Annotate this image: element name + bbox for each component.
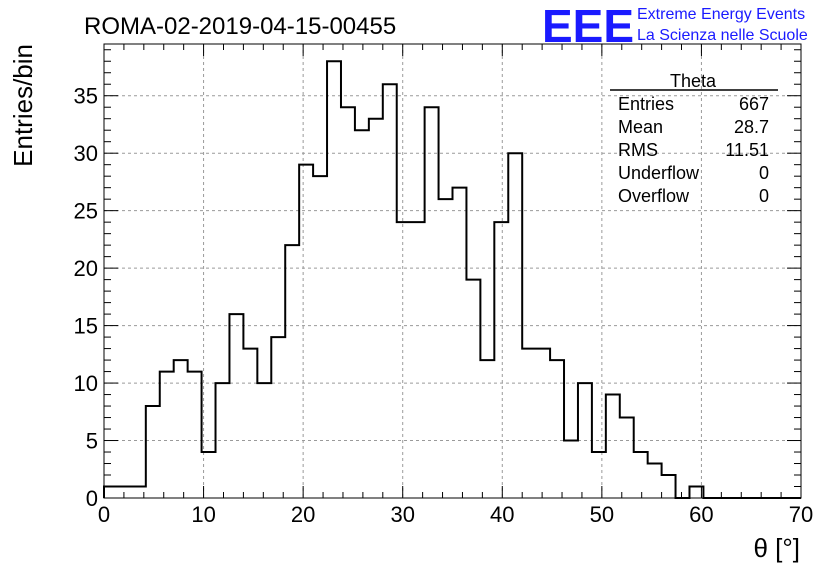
histogram-step-line <box>103 60 801 499</box>
axis-ticks <box>103 44 802 499</box>
stats-label: RMS <box>618 140 658 160</box>
logo-mark: EEE <box>542 0 634 52</box>
stats-label: Mean <box>618 117 663 137</box>
stats-value: 11.51 <box>725 140 769 160</box>
x-tick-label: 20 <box>291 502 315 527</box>
x-tick-label: 50 <box>590 502 614 527</box>
stats-value: 667 <box>739 94 769 114</box>
y-tick-label: 20 <box>74 256 98 281</box>
stats-value: 0 <box>759 163 769 183</box>
grid-lines <box>104 44 801 498</box>
y-tick-label: 30 <box>74 141 98 166</box>
x-axis-title: θ [°] <box>753 533 800 563</box>
x-tick-label: 30 <box>390 502 414 527</box>
y-tick-label: 25 <box>74 199 98 224</box>
x-tick-label: 10 <box>191 502 215 527</box>
y-axis-title: Entries/bin <box>8 44 38 167</box>
stats-label: Entries <box>618 94 674 114</box>
y-tick-label: 10 <box>74 371 98 396</box>
stats-box: Theta Entries 667 Mean 28.7 RMS 11.51 Underflo… <box>610 71 778 206</box>
stats-value: 28.7 <box>734 117 769 137</box>
x-tick-label: 40 <box>490 502 514 527</box>
logo-line-2: La Scienza nelle Scuole <box>637 27 808 44</box>
stats-label: Overflow <box>618 186 690 206</box>
y-tick-label: 15 <box>74 314 98 339</box>
logo-line-1: Extreme Energy Events <box>637 6 805 23</box>
y-tick-label: 0 <box>86 486 98 511</box>
x-tick-labels: 0 10 20 30 40 50 60 70 <box>98 502 813 527</box>
y-tick-label: 35 <box>74 84 98 109</box>
stats-rows: Entries 667 Mean 28.7 RMS 11.51 Underflow 0 Over… <box>618 94 769 206</box>
eee-logo: EEE Extreme Energy Events La Scienza nel… <box>542 0 808 52</box>
stats-value: 0 <box>759 186 769 206</box>
plot-frame <box>103 43 802 499</box>
chart-title: ROMA-02-2019-04-15-00455 <box>84 13 396 40</box>
stats-box-title: Theta <box>670 71 717 91</box>
x-tick-label: 70 <box>789 502 813 527</box>
stats-label: Underflow <box>618 163 700 183</box>
y-tick-label: 5 <box>86 429 98 454</box>
y-tick-labels: 0 5 10 15 20 25 30 35 <box>74 84 98 511</box>
x-tick-label: 60 <box>689 502 713 527</box>
x-tick-label: 0 <box>98 502 110 527</box>
